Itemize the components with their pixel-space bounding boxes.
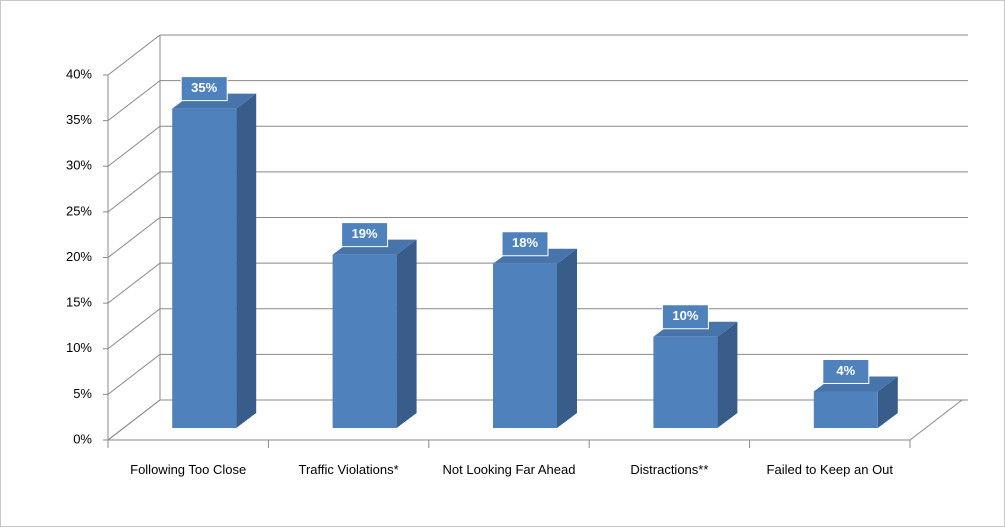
grid-line bbox=[107, 125, 968, 167]
x-tick-label: Not Looking Far Ahead bbox=[442, 462, 576, 477]
y-tick-label: 0% bbox=[73, 431, 92, 446]
y-tick-label: 15% bbox=[66, 295, 92, 310]
data-label: 4% bbox=[836, 363, 855, 378]
data-label-box bbox=[661, 304, 709, 330]
y-tick-label: 5% bbox=[73, 386, 92, 401]
data-label-box bbox=[180, 76, 228, 102]
y-tick-label: 20% bbox=[66, 249, 92, 264]
x-tick-label: Traffic Violations* bbox=[298, 462, 399, 477]
grid-line bbox=[107, 217, 968, 258]
bar-side bbox=[877, 376, 898, 428]
data-label: 10% bbox=[672, 308, 698, 323]
bar bbox=[493, 263, 557, 428]
data-label: 18% bbox=[512, 235, 538, 250]
bar-side bbox=[236, 93, 257, 428]
grid-line bbox=[107, 171, 968, 213]
x-tick-label: Distractions** bbox=[630, 462, 709, 477]
bar-side bbox=[396, 239, 417, 428]
bar-side bbox=[557, 248, 577, 428]
bar bbox=[653, 336, 718, 428]
grid-line bbox=[107, 262, 968, 304]
data-label-box bbox=[822, 359, 870, 384]
y-tick-label: 35% bbox=[66, 112, 92, 127]
y-tick-label: 25% bbox=[66, 203, 92, 218]
bar-side bbox=[717, 321, 738, 428]
data-label-box bbox=[501, 231, 549, 257]
grid-line bbox=[107, 34, 968, 76]
data-label: 19% bbox=[352, 226, 378, 241]
x-tick-label: Following Too Close bbox=[130, 462, 247, 477]
data-label: 35% bbox=[191, 80, 217, 95]
y-tick-label: 40% bbox=[66, 66, 92, 81]
bar bbox=[813, 391, 878, 428]
bar bbox=[172, 108, 237, 428]
grid-line bbox=[107, 80, 968, 122]
y-tick-label: 10% bbox=[66, 340, 92, 355]
y-tick-label: 30% bbox=[66, 158, 92, 173]
data-label-box bbox=[341, 222, 389, 248]
bar bbox=[332, 254, 397, 428]
x-tick-label: Failed to Keep an Out bbox=[766, 462, 894, 477]
